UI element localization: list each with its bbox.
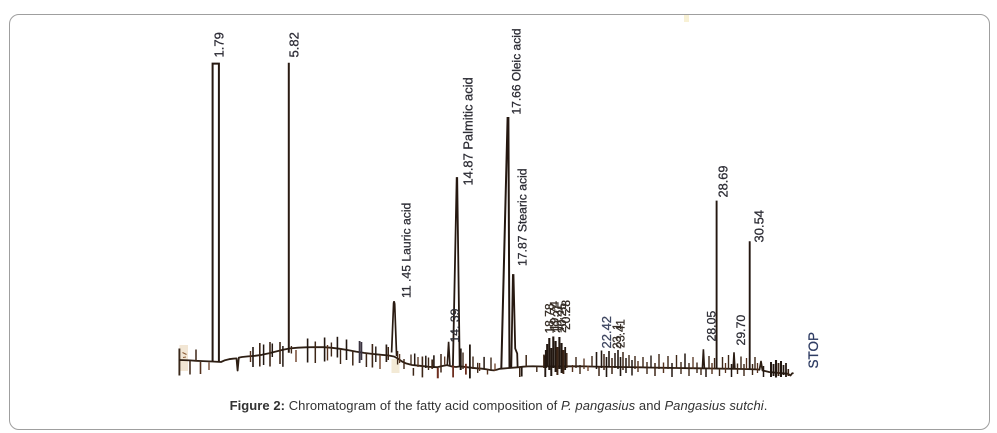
svg-text:14. 39: 14. 39 xyxy=(448,308,462,342)
svg-text:20.28: 20.28 xyxy=(559,300,573,330)
svg-text:23. 1: 23. 1 xyxy=(612,323,624,349)
svg-text:1.79: 1.79 xyxy=(212,32,227,57)
svg-text:18.78: 18.78 xyxy=(543,303,557,333)
svg-text:23.41: 23.41 xyxy=(616,319,628,348)
svg-text:22.42: 22.42 xyxy=(599,316,614,349)
svg-text:19.21: 19.21 xyxy=(553,304,565,333)
svg-text:11 .45 Lauric acid: 11 .45 Lauric acid xyxy=(400,203,414,298)
svg-text:5.82: 5.82 xyxy=(287,32,302,57)
svg-text:STOP: STOP xyxy=(806,332,821,369)
svg-text:29.70: 29.70 xyxy=(734,315,748,346)
svg-text:28.69: 28.69 xyxy=(716,165,731,197)
svg-text:30.54: 30.54 xyxy=(752,210,767,243)
svg-text:20.25: 20.25 xyxy=(555,303,569,333)
svg-text:17.66 Oleic acid: 17.66 Oleic acid xyxy=(510,28,524,114)
svg-text:28.05: 28.05 xyxy=(705,311,719,342)
svg-text:19.74: 19.74 xyxy=(548,301,562,331)
svg-text:17.87 Stearic acid: 17.87 Stearic acid xyxy=(516,168,530,266)
svg-text:14.87 Palmitic acid: 14.87 Palmitic acid xyxy=(461,77,476,185)
